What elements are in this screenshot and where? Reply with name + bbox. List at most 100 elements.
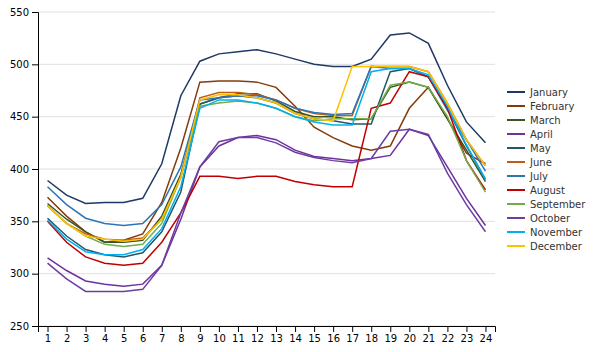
- x-tick-mark: [219, 326, 220, 332]
- legend-label: June: [529, 157, 552, 168]
- x-tick: 14: [289, 326, 302, 344]
- x-tick-label: 8: [178, 333, 184, 344]
- y-tick: 400: [10, 164, 38, 175]
- series-line: [48, 33, 486, 204]
- x-tick-label: 15: [308, 333, 321, 344]
- legend-label: October: [530, 213, 571, 224]
- legend-item: June: [507, 157, 552, 168]
- x-tick-label: 17: [346, 333, 359, 344]
- legend-label: March: [530, 115, 560, 126]
- x-tick: 16: [327, 326, 340, 344]
- x-tick-mark: [390, 326, 391, 332]
- x-tick-mark: [276, 326, 277, 332]
- x-tick: 2: [64, 326, 70, 344]
- x-tick: 12: [251, 326, 264, 344]
- x-tick-label: 9: [197, 333, 203, 344]
- x-tick-mark: [428, 326, 429, 332]
- x-tick: 24: [480, 326, 493, 344]
- series-line: [48, 66, 486, 225]
- y-axis-line: [32, 13, 39, 327]
- series-line: [48, 66, 486, 240]
- legend-swatch: [507, 175, 525, 177]
- x-tick-label: 5: [121, 333, 127, 344]
- legend-swatch: [507, 133, 525, 135]
- legend-swatch: [507, 147, 525, 149]
- y-axis: 250300350400450500550: [10, 7, 39, 332]
- x-tick: 13: [270, 326, 283, 344]
- y-tick: 500: [10, 59, 38, 70]
- legend-item: March: [507, 115, 560, 126]
- x-tick-label: 22: [442, 333, 455, 344]
- x-tick-mark: [371, 326, 372, 332]
- legend-swatch: [507, 231, 525, 233]
- plot: 1234567891011121314151617181920212223242…: [10, 7, 496, 344]
- grid-line: [38, 64, 495, 65]
- x-tick-mark: [200, 326, 201, 332]
- x-tick: 6: [140, 326, 146, 344]
- legend-swatch: [507, 91, 525, 93]
- x-tick-mark: [124, 326, 125, 332]
- x-tick: 22: [442, 326, 455, 344]
- x-tick: 15: [308, 326, 321, 344]
- x-tick-label: 2: [64, 333, 70, 344]
- x-tick: 17: [346, 326, 359, 344]
- y-tick-mark: [32, 117, 38, 118]
- x-tick-label: 3: [83, 333, 89, 344]
- legend-label: July: [529, 171, 548, 182]
- x-tick-label: 20: [403, 333, 416, 344]
- legend-item: September: [507, 199, 586, 210]
- x-tick-label: 23: [461, 333, 474, 344]
- x-tick-label: 19: [384, 333, 397, 344]
- x-tick-label: 4: [102, 333, 108, 344]
- x-tick-label: 1: [45, 333, 51, 344]
- x-tick: 21: [422, 326, 435, 344]
- x-tick-mark: [143, 326, 144, 332]
- chart: 1234567891011121314151617181920212223242…: [0, 0, 595, 352]
- legend-item: May: [507, 143, 551, 154]
- series-line: [48, 129, 486, 291]
- x-tick-mark: [181, 326, 182, 332]
- x-tick-label: 14: [289, 333, 302, 344]
- y-tick-mark: [32, 274, 38, 275]
- x-tick-mark: [105, 326, 106, 332]
- legend-swatch: [507, 105, 525, 107]
- legend-swatch: [507, 189, 525, 191]
- x-tick-mark: [485, 326, 486, 332]
- x-tick-label: 21: [422, 333, 435, 344]
- y-tick: 250: [10, 321, 38, 332]
- legend-swatch: [507, 203, 525, 205]
- x-tick-mark: [295, 326, 296, 332]
- y-tick-label: 250: [10, 321, 29, 332]
- x-tick: 11: [232, 326, 245, 344]
- x-tick: 4: [102, 326, 108, 344]
- x-tick: 5: [121, 326, 127, 344]
- legend-item: January: [507, 87, 568, 98]
- legend-item: November: [507, 227, 583, 238]
- x-tick-mark: [67, 326, 68, 332]
- grid-line: [38, 273, 495, 274]
- legend-label: December: [530, 241, 583, 252]
- x-tick: 1: [45, 326, 51, 344]
- legend-swatch: [507, 245, 525, 247]
- x-tick-mark: [466, 326, 467, 332]
- legend-label: January: [529, 87, 568, 98]
- y-tick: 450: [10, 111, 38, 122]
- series-line: [48, 129, 486, 286]
- legend-item: October: [507, 213, 571, 224]
- legend-label: May: [530, 143, 551, 154]
- x-tick-label: 12: [251, 333, 264, 344]
- lines: [48, 33, 486, 292]
- legend-swatch: [507, 119, 525, 121]
- x-tick-mark: [352, 326, 353, 332]
- x-tick: 18: [365, 326, 378, 344]
- x-tick-label: 6: [140, 333, 146, 344]
- x-tick: 7: [159, 326, 165, 344]
- series-line: [48, 66, 486, 241]
- legend-item: August: [507, 185, 565, 196]
- grid: [38, 12, 495, 326]
- x-tick-label: 18: [365, 333, 378, 344]
- legend-label: November: [530, 227, 583, 238]
- legend-swatch: [507, 217, 525, 219]
- x-tick-label: 7: [159, 333, 165, 344]
- y-tick-label: 500: [10, 59, 29, 70]
